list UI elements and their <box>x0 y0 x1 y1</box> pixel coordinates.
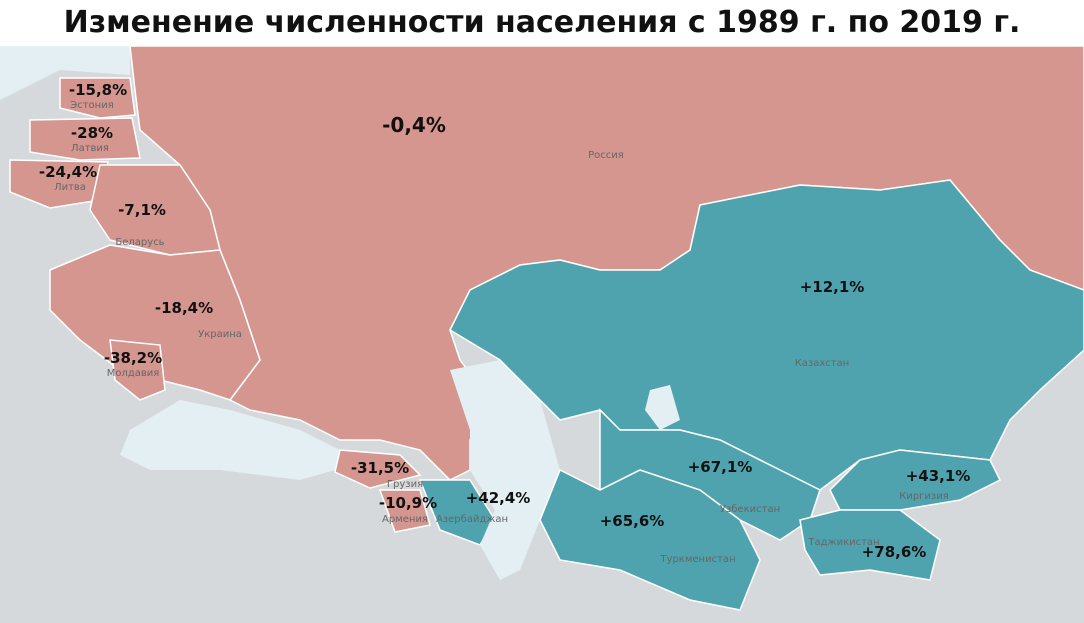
region-change: -24,4% <box>39 163 97 181</box>
region-name: Литва <box>54 182 86 193</box>
region-name: Беларусь <box>115 237 164 248</box>
region-armenia <box>378 489 431 533</box>
region-change: +42,4% <box>466 489 531 507</box>
region-name: Азербайджан <box>436 514 508 525</box>
map-title: Изменение численности населения с 1989 г… <box>63 5 1021 40</box>
region-change: -18,4% <box>155 299 213 317</box>
region-change: -10,9% <box>379 494 437 512</box>
region-kyrgyzstan <box>829 449 1002 511</box>
baltic-sea <box>0 46 130 100</box>
region-name: Киргизия <box>899 491 949 502</box>
map: -15,8%Эстония -28%Латвия -24,4%Литва -7,1% Б… <box>0 46 1084 623</box>
region-estonia <box>59 77 136 119</box>
region-turkmenistan <box>539 468 761 611</box>
region-change: -31,5% <box>351 459 409 477</box>
region-latvia <box>29 117 141 161</box>
region-georgia <box>334 449 422 489</box>
region-name: Россия <box>588 150 624 161</box>
region-name: Туркменистан <box>659 554 735 565</box>
region-name: Латвия <box>71 143 109 154</box>
aral-sea <box>645 385 680 430</box>
region-change: -7,1% <box>118 201 166 219</box>
region-change: +65,6% <box>600 512 665 530</box>
region-change: -38,2% <box>104 349 162 367</box>
region-change: +43,1% <box>906 467 971 485</box>
region-change: -28% <box>71 124 113 142</box>
black-sea <box>120 400 340 480</box>
labels: -15,8%Эстония -28%Латвия -24,4%Литва -7,1% Б… <box>39 81 970 565</box>
region-name: Эстония <box>70 100 113 111</box>
region-change: +12,1% <box>800 278 865 296</box>
region-name: Грузия <box>387 479 423 490</box>
region-name: Украина <box>198 329 242 340</box>
region-change: -0,4% <box>382 113 446 137</box>
region-name: Казахстан <box>795 358 850 369</box>
region-name: Таджикистан <box>807 537 879 548</box>
region-name: Молдавия <box>107 368 160 379</box>
region-name: Армения <box>382 514 428 525</box>
region-moldova <box>109 339 166 401</box>
caspian-sea <box>450 360 560 580</box>
region-change: +78,6% <box>862 543 927 561</box>
region-lithuania <box>9 159 109 209</box>
region-change: +67,1% <box>688 458 753 476</box>
region-name: Узбекистан <box>720 504 780 515</box>
region-ukraine <box>49 244 261 401</box>
region-change: -15,8% <box>69 81 127 99</box>
region-tajikistan <box>799 509 941 581</box>
